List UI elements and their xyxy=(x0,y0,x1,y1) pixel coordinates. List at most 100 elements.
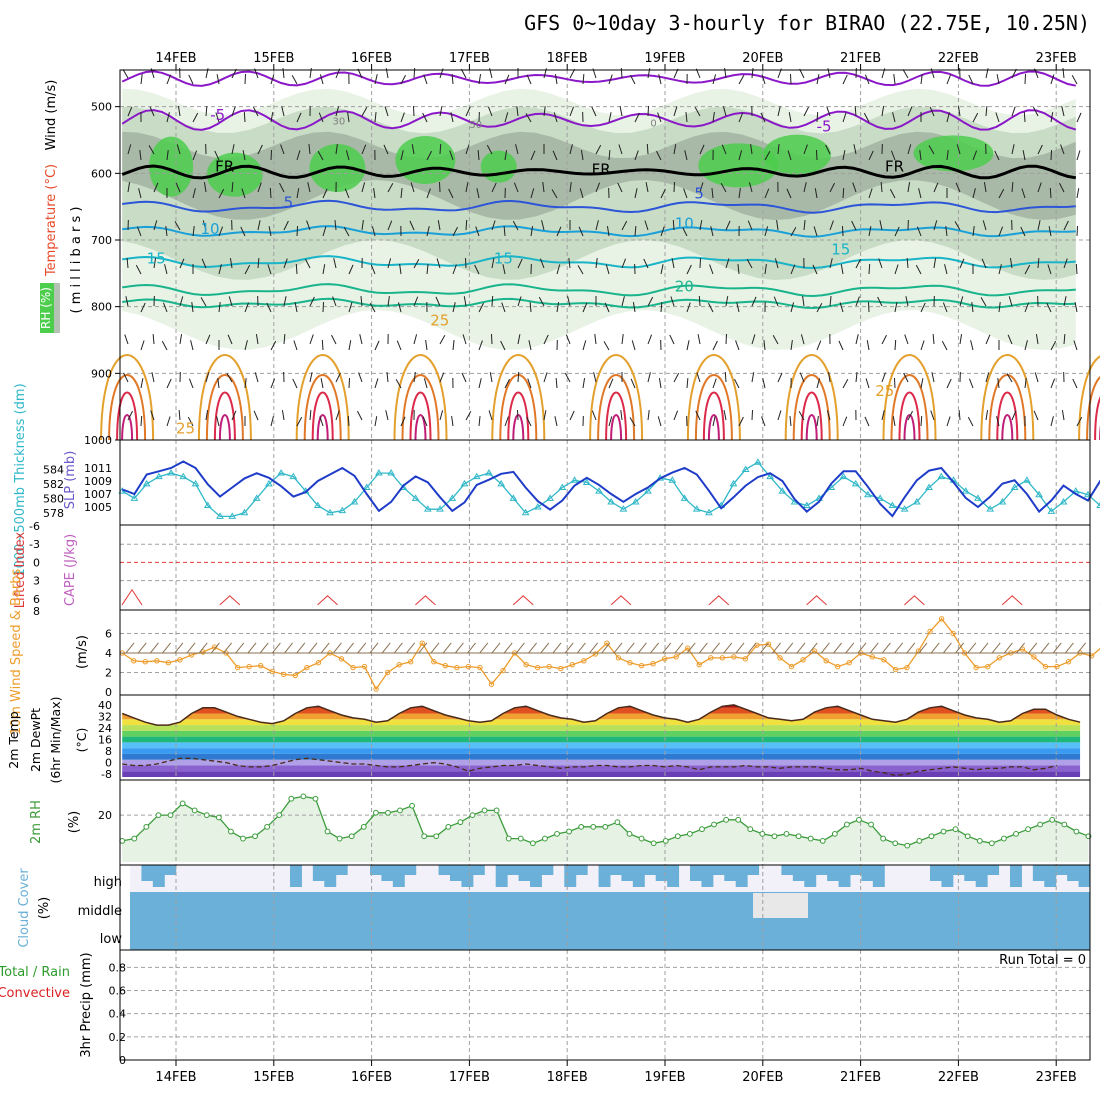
temp-contour-warm xyxy=(800,391,823,441)
thickness-point xyxy=(240,508,249,516)
wind-speed-point xyxy=(408,659,414,665)
wind-barb xyxy=(644,220,649,231)
cloud-high-bar xyxy=(701,865,714,887)
wind-barb xyxy=(941,340,948,351)
wind-barb xyxy=(126,257,129,269)
wind-barb xyxy=(179,258,185,269)
temp-stripe xyxy=(122,771,1081,777)
wind-barb xyxy=(413,259,420,269)
y-tick-label: 0.4 xyxy=(109,1008,127,1021)
wind-barb xyxy=(839,302,844,313)
rh-point xyxy=(300,793,307,800)
panel-frame xyxy=(119,439,1091,526)
wind-speed-point xyxy=(142,659,148,665)
wind-barb xyxy=(889,188,896,199)
temp-contour-20b xyxy=(122,297,1076,310)
wind-barb xyxy=(670,296,675,307)
y-axis-label-dewpt: 2m DewPt xyxy=(28,708,43,772)
wind-barb xyxy=(556,226,562,237)
thickness-point xyxy=(912,497,921,505)
wind-barb xyxy=(231,106,236,117)
wind-barb xyxy=(833,642,842,654)
wind-barb xyxy=(907,106,913,117)
rh-point xyxy=(457,819,464,826)
wind-barb xyxy=(774,258,779,269)
wind-barb xyxy=(1033,106,1039,117)
wind-barb xyxy=(829,182,835,193)
thickness-point xyxy=(472,472,481,480)
temp-stripe xyxy=(122,719,1081,726)
thickness-point xyxy=(167,469,175,476)
wind-speed-point xyxy=(731,654,737,660)
rh-point xyxy=(819,838,826,844)
rh-point xyxy=(1025,826,1031,833)
wind-barb xyxy=(439,410,444,421)
wind-speed-point xyxy=(650,661,656,667)
rh-point xyxy=(1013,830,1019,837)
temp-contour-warm xyxy=(903,414,916,441)
y-axis-label-unit: (%) xyxy=(67,811,82,834)
wind-barb xyxy=(1061,106,1065,117)
wind-speed-point xyxy=(708,655,714,661)
wind-barb xyxy=(400,416,406,427)
wind-barb xyxy=(942,302,948,313)
contour-label: 25 xyxy=(430,311,449,329)
temp-stripe xyxy=(122,742,1081,749)
wind-barb xyxy=(478,340,483,351)
wind-barb xyxy=(452,302,456,313)
wind-barb xyxy=(686,340,690,351)
temp-contour-warm xyxy=(597,374,636,441)
wind-barb xyxy=(725,333,728,345)
wind-barb xyxy=(474,264,480,275)
wind-barb xyxy=(959,258,965,269)
wind-barb xyxy=(857,642,867,654)
wind-barb xyxy=(190,340,194,351)
cloud-high-bar xyxy=(850,865,862,875)
cloud-high-bar xyxy=(575,865,588,875)
cloud-high-bar xyxy=(952,865,965,875)
cloud-high-bar xyxy=(632,865,645,887)
rh-point xyxy=(964,833,971,840)
temp-contour-warm xyxy=(401,374,440,441)
wind-barb xyxy=(1011,181,1014,193)
wind-barb xyxy=(747,642,757,654)
wind-barb xyxy=(699,257,702,269)
date-label-top: 23FEB xyxy=(1036,51,1077,66)
wind-barb xyxy=(124,334,129,345)
y-axis-label-li: Lifted Index xyxy=(13,531,28,608)
wind-barb xyxy=(462,334,467,345)
contour-label: 25 xyxy=(176,419,195,437)
rh-point xyxy=(904,842,911,849)
wind-barb xyxy=(464,257,467,269)
wind-barb xyxy=(697,334,701,345)
thickness-point xyxy=(423,505,432,512)
wind-speed-point xyxy=(777,655,783,661)
wind-barb xyxy=(928,145,935,155)
wind-barb xyxy=(244,378,247,389)
thickness-point xyxy=(338,506,347,514)
wind-barb xyxy=(526,416,532,427)
temp-stripe xyxy=(122,730,1081,737)
wind-barb xyxy=(138,188,142,199)
wind-barb xyxy=(502,264,506,275)
wind-barb xyxy=(647,410,650,421)
wind-barb xyxy=(358,372,363,383)
wind-barb xyxy=(920,302,926,313)
wind-barb xyxy=(658,378,662,389)
wind-barb xyxy=(985,410,989,421)
wind-barb xyxy=(930,642,940,654)
wind-barb xyxy=(828,372,831,383)
wind-barb xyxy=(334,220,337,231)
wind-barb xyxy=(603,341,610,351)
wind-barb xyxy=(605,264,610,275)
wind-barb xyxy=(933,182,939,193)
wind-barb xyxy=(1004,642,1013,654)
wind-speed-point xyxy=(869,654,876,660)
wind-speed-point xyxy=(131,658,137,664)
wind-barb xyxy=(242,150,246,161)
cloud-high-bar xyxy=(815,865,828,875)
thickness-point xyxy=(448,494,457,501)
wind-barb xyxy=(699,220,703,231)
wind-barb xyxy=(673,181,676,193)
wind-barb xyxy=(865,378,870,389)
